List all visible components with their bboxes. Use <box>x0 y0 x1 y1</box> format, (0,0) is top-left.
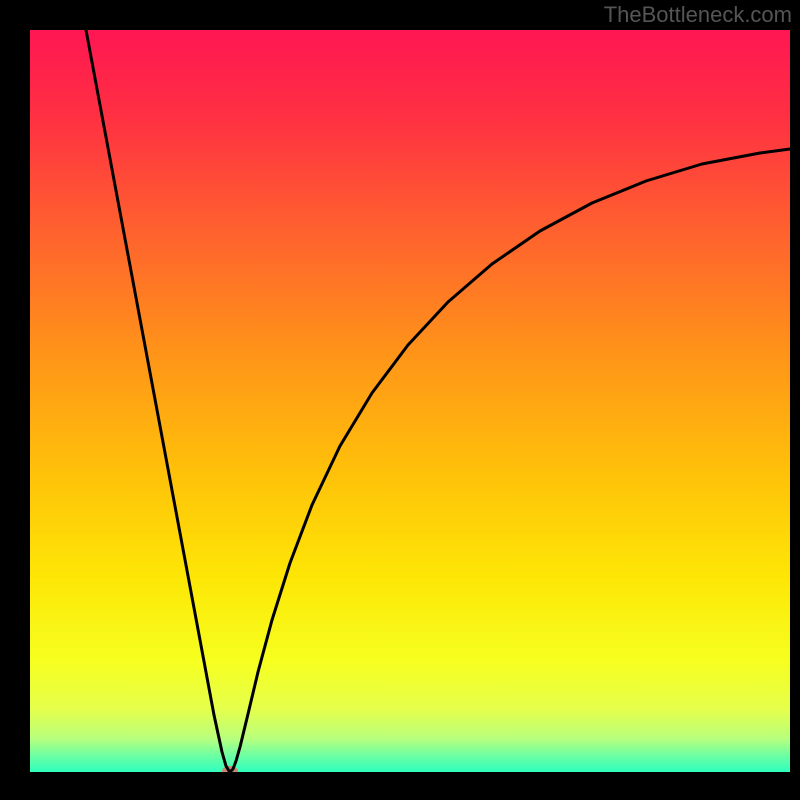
plot-area <box>30 30 790 772</box>
watermark-text: TheBottleneck.com <box>604 2 792 28</box>
chart-canvas: TheBottleneck.com <box>0 0 800 800</box>
curve-layer <box>30 30 790 772</box>
bottleneck-curve <box>86 30 790 771</box>
